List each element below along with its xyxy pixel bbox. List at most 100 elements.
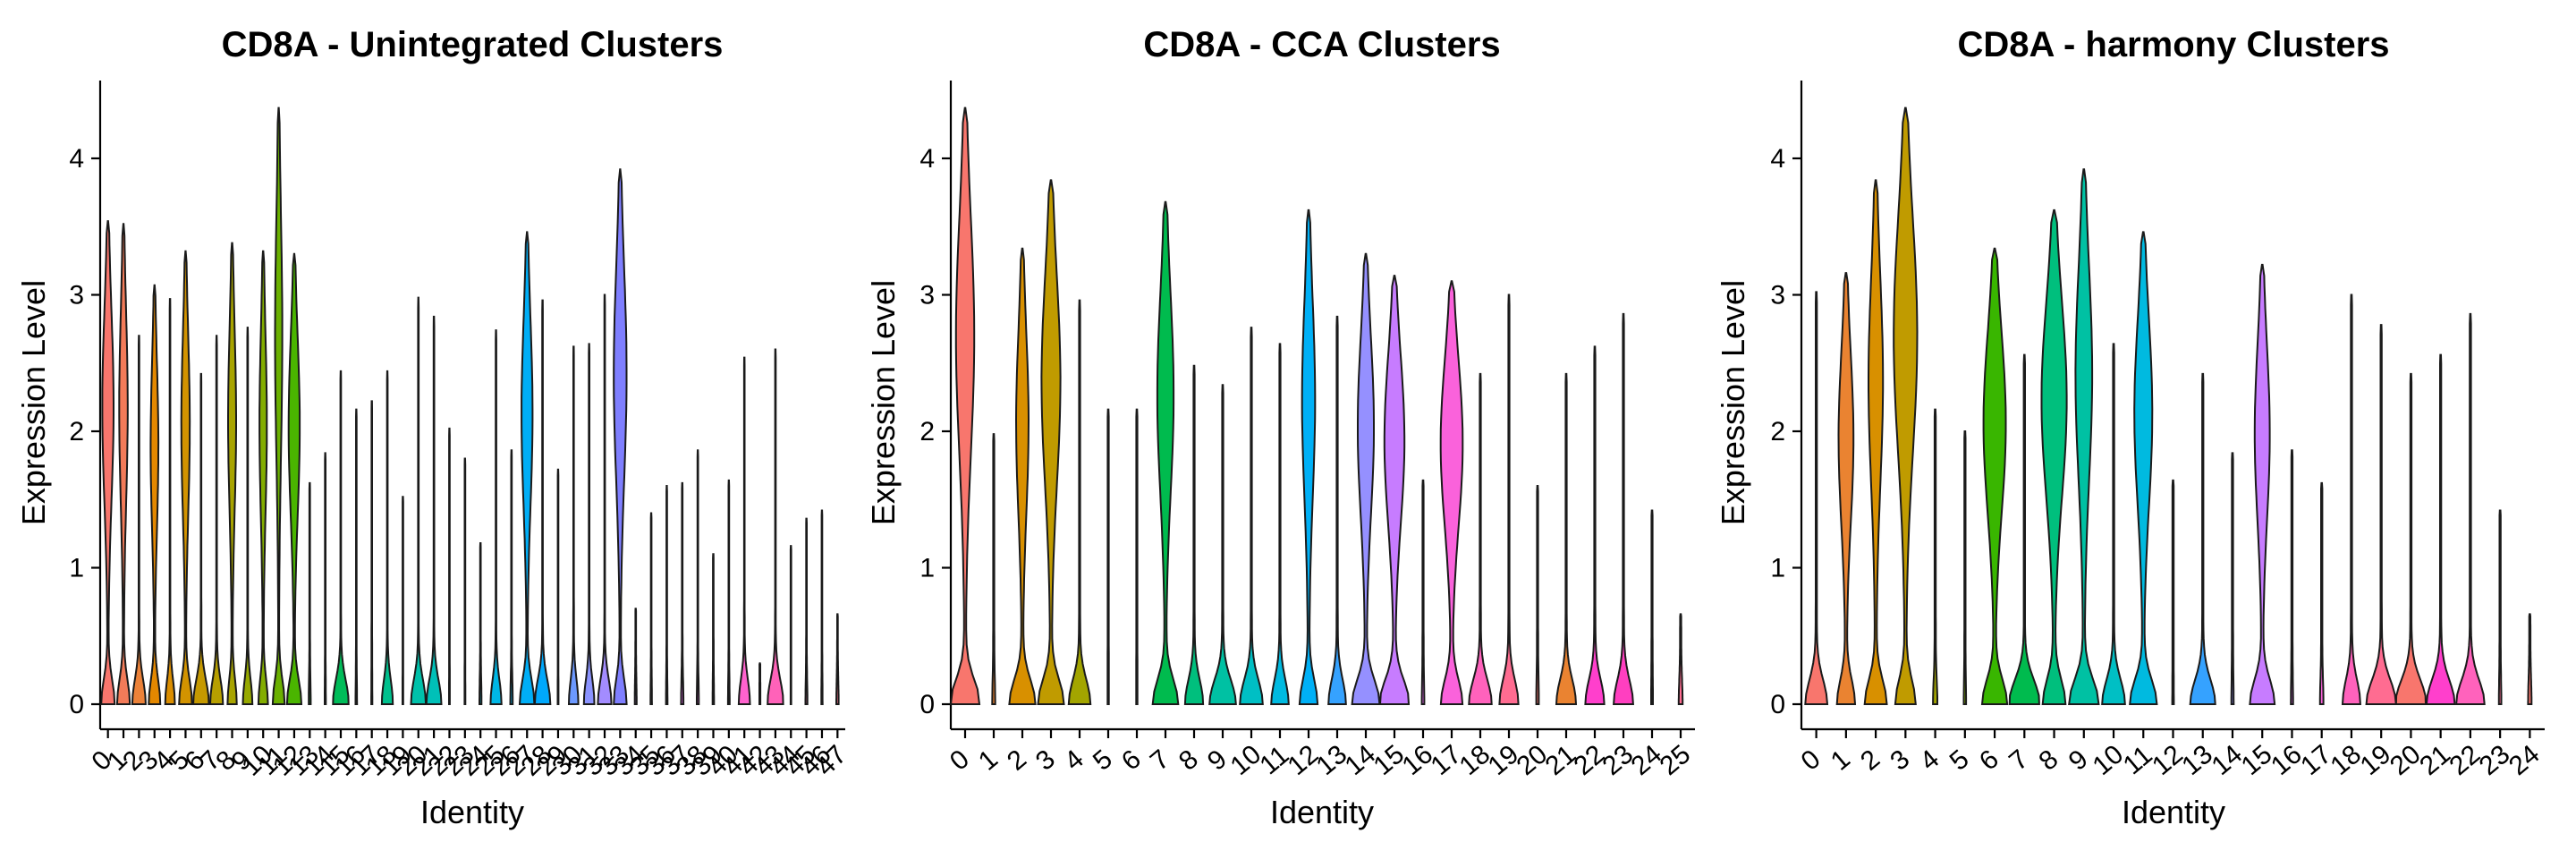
violin-mark — [1980, 247, 2009, 705]
violin-mark — [463, 457, 467, 705]
violin-mark — [533, 299, 552, 705]
violin-mark — [613, 168, 628, 705]
violin-mark — [649, 512, 653, 705]
violin-mark — [2249, 263, 2276, 705]
y-tick-label: 2 — [69, 417, 84, 447]
x-tick-label: 4 — [1059, 744, 1089, 777]
x-tick-label: 25 — [1655, 739, 1697, 781]
violin-mark — [192, 372, 210, 705]
violin-mark — [991, 433, 996, 705]
violin-mark — [178, 250, 193, 705]
violin-mark — [1351, 252, 1381, 705]
violin-mark — [1151, 200, 1180, 705]
x-axis-title: Identity — [420, 794, 524, 830]
x-tick-label: 5 — [1945, 744, 1975, 777]
violin-mark — [1555, 372, 1578, 705]
x-tick-label: 7 — [1145, 744, 1175, 777]
violin-mark — [1962, 430, 1968, 705]
x-tick-label: 3 — [1885, 744, 1915, 777]
panel-title: CD8A - harmony Clusters — [1957, 25, 2389, 64]
x-tick-label: 2 — [1002, 744, 1032, 777]
x-tick-label: 6 — [1116, 744, 1147, 777]
violin-mark — [2454, 312, 2486, 705]
x-tick-label: 0 — [945, 744, 975, 777]
violin-mark — [1650, 509, 1654, 705]
x-tick-label: 6 — [1974, 744, 2004, 777]
x-tick-label: 8 — [1174, 744, 1204, 777]
violin-mark — [148, 284, 162, 705]
panel-title: CD8A - Unintegrated Clusters — [222, 25, 724, 64]
violin-mark — [1378, 275, 1411, 705]
x-tick-label: 2 — [1855, 744, 1885, 777]
violin-mark — [1008, 247, 1037, 705]
violin-mark — [1498, 293, 1520, 705]
violin-mark — [115, 223, 131, 705]
violin-mark — [518, 231, 536, 705]
violin-mark — [2497, 509, 2503, 705]
y-tick-label: 0 — [69, 690, 84, 719]
violin-mark — [1037, 179, 1065, 705]
violin-mark — [1270, 343, 1290, 705]
y-tick-label: 0 — [919, 690, 935, 719]
violin-mark — [402, 496, 404, 705]
violin-mark — [2425, 353, 2456, 705]
violin-mark — [665, 485, 669, 705]
violin-mark — [2040, 208, 2068, 705]
violin-mark — [370, 400, 374, 705]
y-axis-title: Expression Level — [865, 280, 902, 525]
violin-mark — [2318, 481, 2325, 705]
violin-mark — [308, 481, 312, 705]
y-tick-label: 1 — [919, 554, 935, 583]
violin-mark — [1327, 315, 1347, 705]
violin-mark — [2008, 353, 2040, 705]
y-axis-title: Expression Level — [1715, 280, 1751, 525]
violin-mark — [332, 370, 350, 705]
violin-mark — [2341, 293, 2361, 705]
violin-mark — [597, 293, 613, 705]
violin-mark — [324, 452, 327, 705]
violin-mark — [509, 449, 514, 705]
violin-mark — [820, 509, 824, 705]
x-axis-title: Identity — [2122, 794, 2225, 830]
x-axis-title: Identity — [1270, 794, 1374, 830]
violin-mark — [1535, 485, 1540, 705]
violin-mark — [2068, 168, 2100, 705]
violin-mark — [582, 343, 596, 705]
violin-mark — [1584, 345, 1606, 705]
violin-mark — [1298, 208, 1319, 705]
violin-mark — [208, 335, 225, 705]
violin-mark — [448, 427, 451, 705]
violin-mark — [726, 479, 731, 705]
violin-mark — [1208, 384, 1237, 705]
x-tick-label: 24 — [2504, 739, 2546, 781]
violin-mark — [1677, 613, 1684, 705]
x-tick-label: 4 — [1914, 744, 1945, 777]
violin-mark — [1468, 372, 1493, 705]
violin-mark — [1106, 408, 1110, 705]
violin-mark — [1183, 364, 1205, 705]
violin-mark — [2101, 343, 2126, 705]
y-tick-label: 4 — [69, 144, 84, 174]
y-tick-label: 2 — [919, 417, 935, 447]
violin-mark — [1932, 408, 1938, 705]
violin-mark — [2527, 613, 2533, 705]
violin-mark — [2394, 372, 2428, 705]
violin-mark — [1835, 272, 1857, 705]
y-tick-label: 1 — [69, 554, 84, 583]
y-tick-label: 2 — [1770, 417, 1785, 447]
violin-mark — [1893, 106, 1919, 705]
violin-mark — [767, 348, 784, 705]
violin-mark — [1067, 299, 1092, 705]
x-tick-label: 1 — [973, 744, 1004, 777]
violin-mark — [1239, 327, 1264, 705]
violin-mark — [2365, 324, 2397, 705]
violin-mark — [737, 356, 751, 705]
y-tick-label: 3 — [919, 281, 935, 310]
violin-mark — [242, 327, 254, 705]
violin-mark — [633, 608, 638, 705]
violin-mark — [354, 408, 359, 705]
violin-mark — [949, 106, 981, 705]
violin-mark — [835, 613, 840, 705]
